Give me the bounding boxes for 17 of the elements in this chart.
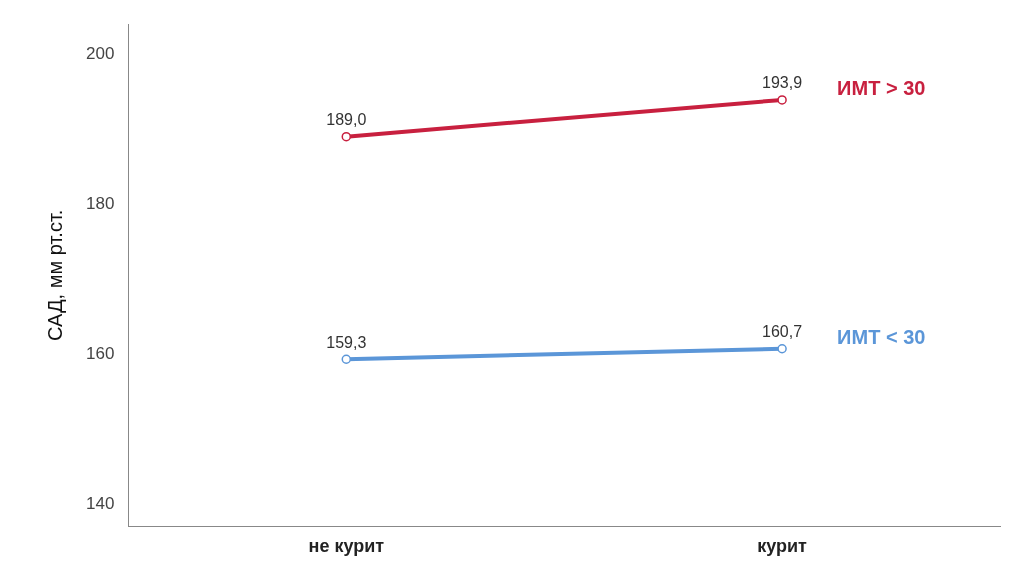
x-tick-label: не курит bbox=[308, 536, 385, 557]
point bbox=[341, 354, 352, 364]
data-label: 193,9 bbox=[762, 74, 803, 92]
text: ИМТ < 30 bbox=[837, 326, 926, 349]
y-tick-label: 180 bbox=[85, 193, 115, 213]
data-label: 159,3 bbox=[326, 333, 367, 351]
data-label: 189,0 bbox=[326, 111, 367, 129]
y-tick-label: 200 bbox=[85, 43, 115, 63]
point bbox=[777, 344, 787, 354]
point bbox=[777, 95, 787, 105]
data-label: 160,7 bbox=[762, 323, 803, 341]
text: ИМТ > 30 bbox=[837, 77, 926, 100]
x-tick-label: курит bbox=[757, 536, 808, 557]
y-tick-label: 160 bbox=[85, 343, 115, 363]
y-tick-label: 140 bbox=[85, 493, 115, 513]
point bbox=[341, 131, 352, 142]
y-axis-title: САД, мм рт.ст. bbox=[43, 209, 66, 341]
